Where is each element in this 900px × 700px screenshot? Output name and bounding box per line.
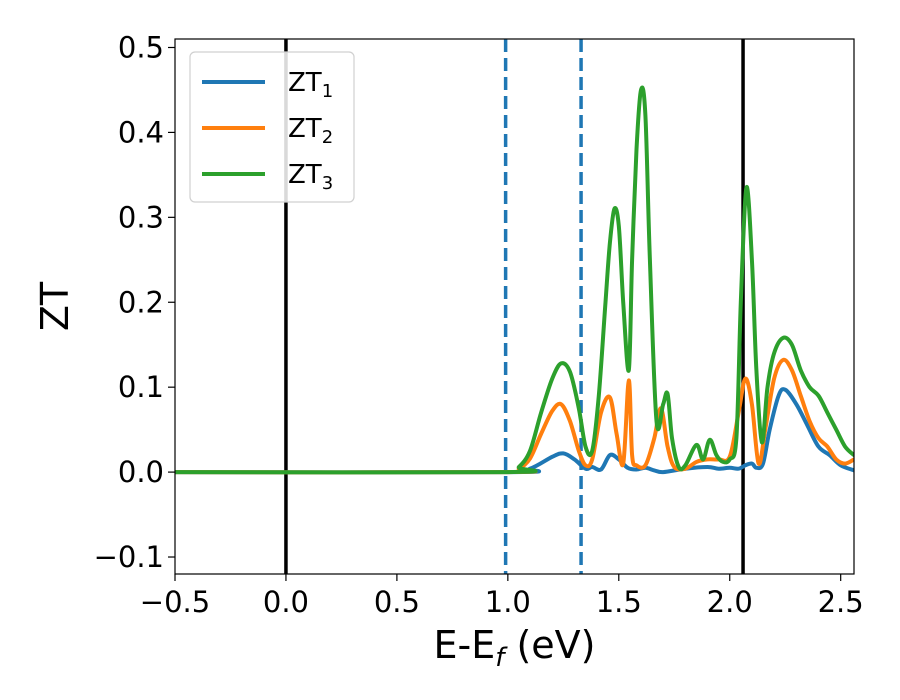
y-tick-label: 0.0 — [118, 455, 164, 489]
x-tick-label: 0.5 — [374, 585, 420, 619]
y-tick-label: 0.5 — [118, 30, 164, 64]
legend-box — [189, 51, 355, 203]
legend-label-zt2: ZT2 — [288, 114, 333, 148]
x-tick-label: 1.5 — [596, 585, 642, 619]
y-tick-label: 0.3 — [118, 200, 164, 234]
legend-label-zt1: ZT1 — [288, 68, 333, 102]
series-line-zt3 — [175, 85, 854, 475]
legend-label-zt3: ZT3 — [288, 160, 333, 194]
series-line-zt2 — [175, 357, 854, 475]
x-axis-label-main: E-E — [434, 623, 496, 667]
x-tick-label: −0.5 — [140, 585, 210, 619]
series-lines — [175, 85, 854, 475]
x-tick-label: 2.0 — [707, 585, 753, 619]
y-tick-label: 0.2 — [118, 285, 164, 319]
x-tick-label: 0.0 — [263, 585, 309, 619]
plot-area — [174, 38, 855, 575]
y-axis-ticks: −0.1 0.0 0.1 0.2 0.3 0.4 0.5 — [94, 30, 175, 574]
y-axis-label: ZT — [33, 281, 77, 331]
legend: ZT1 ZT2 ZT3 — [189, 51, 355, 203]
x-axis-label: E-Ef (eV) — [434, 623, 596, 673]
y-tick-label: −0.1 — [94, 540, 164, 574]
x-axis-ticks: −0.5 0.0 0.5 1.0 1.5 2.0 2.5 — [140, 574, 864, 619]
plot-frame — [174, 38, 855, 575]
x-axis-label-unit: (eV) — [504, 623, 595, 667]
x-tick-label: 1.0 — [485, 585, 531, 619]
x-tick-label: 2.5 — [818, 585, 864, 619]
y-tick-label: 0.1 — [118, 370, 164, 404]
y-tick-label: 0.4 — [118, 115, 164, 149]
